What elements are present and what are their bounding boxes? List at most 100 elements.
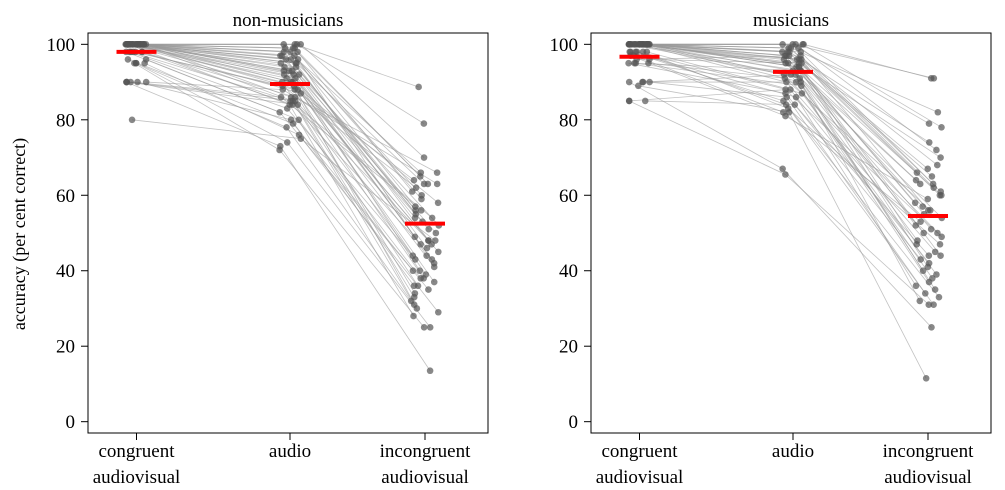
- y-tick-label: 20: [56, 337, 75, 358]
- participant-point: [924, 165, 932, 173]
- participant-point: [418, 195, 425, 203]
- participant-point: [792, 41, 799, 48]
- participant-line: [629, 81, 932, 328]
- participant-point: [799, 41, 806, 48]
- participant-point: [287, 116, 295, 124]
- y-axis-label: accuracy (per cent correct): [9, 138, 30, 330]
- participant-point: [912, 282, 920, 290]
- participant-point: [930, 74, 938, 82]
- participant-point: [297, 90, 305, 97]
- participant-point: [434, 199, 442, 207]
- participant-line: [645, 100, 930, 256]
- participant-point: [424, 180, 432, 188]
- participant-point: [937, 154, 944, 161]
- panel-non-musicians: non-musicians 0 20 40 60 80 100 congruent audiov…: [47, 10, 489, 488]
- participant-point: [792, 78, 800, 86]
- participant-point: [783, 93, 791, 101]
- x-tick-label: audiovisual: [93, 467, 181, 488]
- participant-point: [278, 52, 286, 59]
- participant-line: [130, 81, 422, 211]
- y-tick-label: 0: [569, 412, 579, 433]
- participant-point: [417, 169, 425, 176]
- participant-point: [785, 108, 793, 116]
- participant-point: [928, 324, 935, 331]
- participant-point: [420, 120, 428, 127]
- participant-point: [931, 286, 939, 293]
- participant-point: [277, 93, 285, 101]
- participant-point: [435, 248, 442, 256]
- participant-point: [430, 278, 438, 286]
- participant-point: [425, 237, 432, 244]
- participant-point: [423, 252, 430, 259]
- participant-point: [782, 86, 789, 93]
- participant-point: [141, 59, 148, 67]
- y-tick-label: 60: [56, 186, 75, 207]
- participant-point: [283, 74, 290, 82]
- participant-point: [925, 120, 933, 127]
- participant-point: [798, 82, 805, 90]
- participant-point: [779, 165, 786, 173]
- participant-line: [137, 81, 415, 287]
- participant-point: [635, 82, 642, 90]
- participant-point: [934, 229, 941, 237]
- x-tick-label: audiovisual: [596, 467, 684, 488]
- participant-point: [426, 367, 434, 375]
- participant-point: [415, 83, 422, 91]
- participant-point: [625, 78, 633, 86]
- participant-point: [420, 324, 428, 331]
- participant-point: [410, 312, 417, 320]
- participant-point: [426, 324, 434, 331]
- participant-point: [919, 267, 927, 275]
- participant-point: [792, 93, 800, 101]
- panel-title: non-musicians: [233, 10, 344, 31]
- participant-point: [410, 282, 418, 290]
- participant-point: [798, 59, 805, 67]
- participant-point: [417, 274, 424, 282]
- participant-point: [297, 41, 305, 48]
- participant-point: [425, 286, 432, 293]
- panel-musicians: musicians 0 20 40 60 80 100 congruent audiovisua…: [550, 10, 992, 488]
- participant-point: [294, 101, 302, 108]
- participant-point: [625, 41, 633, 48]
- participant-points: [625, 41, 946, 382]
- participant-point: [641, 97, 649, 105]
- participant-point: [925, 139, 933, 146]
- participant-point: [411, 233, 419, 241]
- participant-point: [797, 52, 804, 59]
- participant-point: [911, 199, 919, 207]
- participant-point: [791, 101, 799, 108]
- participant-line: [143, 43, 416, 219]
- participant-point: [925, 259, 933, 267]
- participant-point: [646, 78, 653, 86]
- participant-point: [283, 105, 291, 112]
- participant-point: [279, 86, 287, 93]
- participant-point: [276, 142, 284, 150]
- participant-point: [787, 86, 794, 93]
- participant-point: [134, 78, 141, 86]
- participant-point: [933, 146, 940, 154]
- participant-point: [431, 237, 439, 244]
- y-tick-label: 100: [47, 35, 76, 56]
- x-tick-label: congruent: [99, 441, 176, 462]
- participant-point: [925, 278, 933, 286]
- y-tick-label: 80: [56, 110, 75, 131]
- participant-point: [937, 188, 945, 195]
- participant-line: [628, 62, 921, 260]
- participant-point: [412, 184, 420, 192]
- participant-point: [124, 56, 132, 63]
- participant-point: [134, 41, 142, 48]
- participant-points: [122, 41, 443, 375]
- participant-point: [417, 207, 425, 214]
- x-tick-label: audio: [772, 441, 814, 462]
- participant-point: [433, 169, 441, 176]
- x-tick-label: incongruent: [883, 441, 974, 462]
- participant-point: [412, 207, 419, 214]
- panel-title: musicians: [753, 10, 829, 31]
- participant-point: [295, 116, 302, 124]
- participant-point: [276, 108, 284, 116]
- x-tick-label: audiovisual: [884, 467, 972, 488]
- participant-point: [916, 180, 924, 188]
- participant-point: [912, 222, 920, 229]
- participant-point: [937, 252, 944, 259]
